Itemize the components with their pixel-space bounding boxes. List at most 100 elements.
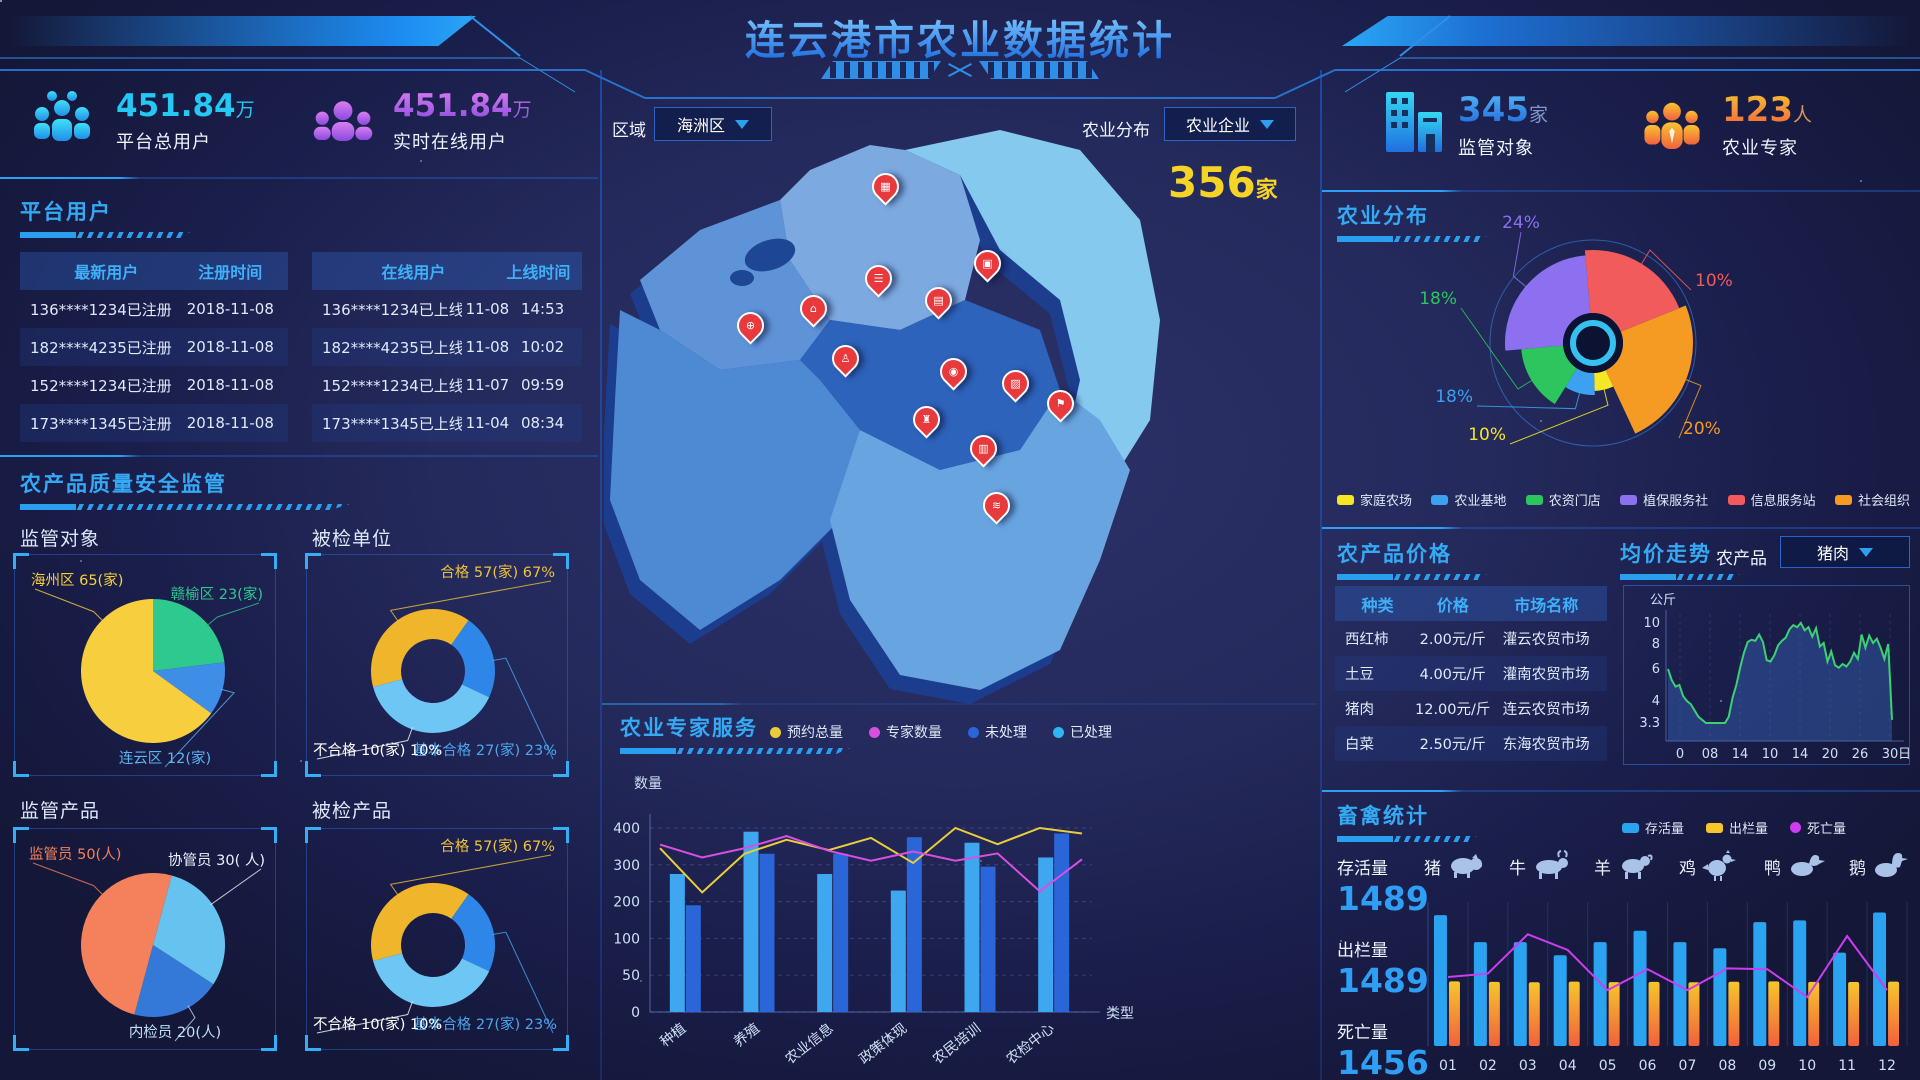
bar-未处理[interactable] — [980, 866, 996, 1012]
pie-slice-合格[interactable] — [371, 883, 469, 962]
svg-text:8: 8 — [1652, 637, 1660, 652]
legend-item-预约总量[interactable]: 预约总量 — [770, 722, 843, 742]
pie1-subtitle: 监管对象 — [20, 528, 101, 550]
livestock-bar-survive[interactable] — [1553, 955, 1567, 1046]
bar-已处理[interactable] — [1038, 857, 1054, 1012]
livestock-bar-out[interactable] — [1888, 981, 1900, 1046]
livestock-bar-out[interactable] — [1528, 982, 1540, 1046]
online-users-stat: 451.84万 实时在线用户 — [381, 88, 586, 172]
pie-slice-不合格[interactable] — [373, 953, 490, 1007]
livestock-bar-survive[interactable] — [1793, 920, 1807, 1046]
livestock-bar-survive[interactable] — [1753, 922, 1767, 1046]
legend-label: 死亡量 — [1807, 822, 1847, 837]
livestock-bar-survive[interactable] — [1633, 930, 1647, 1046]
dist-dropdown[interactable]: 农业企业 — [1164, 107, 1296, 141]
region-dropdown[interactable]: 海洲区 — [654, 107, 772, 141]
pie-slice-不合格[interactable] — [373, 679, 490, 733]
livestock-bar-survive[interactable] — [1433, 915, 1447, 1046]
legend-item-家庭农场[interactable]: 家庭农场 — [1337, 490, 1412, 509]
livestock-bar-survive[interactable] — [1673, 942, 1687, 1046]
livestock-bar-out[interactable] — [1768, 981, 1780, 1046]
svg-text:300: 300 — [613, 858, 640, 874]
online-table: 在线用户 上线时间 136****1234已上线 11-08 14:53 182****4… — [312, 252, 582, 442]
pie-slice-内检员[interactable] — [134, 945, 214, 1017]
legend-item-出栏量[interactable]: 出栏量 — [1706, 818, 1768, 837]
bar-未处理[interactable] — [685, 905, 701, 1012]
pie-slice-连云区[interactable] — [153, 662, 225, 714]
livestock-bar-survive[interactable] — [1473, 942, 1487, 1046]
livestock-bar-out[interactable] — [1848, 982, 1860, 1046]
livestock-bar-out[interactable] — [1608, 982, 1620, 1046]
bar-已处理[interactable] — [890, 890, 906, 1012]
bar-已处理[interactable] — [964, 842, 980, 1012]
map-pin-glyph: ♙ — [840, 352, 851, 365]
line-专家数量 — [659, 835, 1083, 893]
rose-slice-农业基地[interactable] — [1565, 368, 1595, 395]
pie-label: 监管员 50(人) — [29, 846, 121, 863]
bar-未处理[interactable] — [833, 853, 849, 1012]
livestock-stat-label: 死亡量 — [1337, 1023, 1388, 1043]
legend-item-农业基地[interactable]: 农业基地 — [1431, 490, 1506, 509]
bar-已处理[interactable] — [743, 831, 759, 1012]
distribution-title-decoration — [1337, 236, 1487, 242]
rose-slice-家庭农场[interactable] — [1594, 370, 1614, 391]
pie-slice-基本合格[interactable] — [451, 894, 495, 972]
livestock-bar-out[interactable] — [1488, 981, 1500, 1046]
legend-item-植保服务社[interactable]: 植保服务社 — [1620, 490, 1708, 509]
livestock-bar-out[interactable] — [1648, 981, 1660, 1046]
legend-swatch — [1620, 494, 1638, 505]
register-table-cell: 136****1234已注册 — [30, 300, 172, 319]
table-row: 182****4235已上线 11-08 10:02 — [312, 328, 582, 366]
register-table-cell: 2018-11-08 — [186, 300, 274, 318]
legend-swatch — [770, 726, 781, 738]
legend-item-死亡量[interactable]: 死亡量 — [1790, 818, 1846, 837]
table-row: 152****1234已注册 2018-11-08 — [20, 366, 288, 404]
map-pin-glyph: ♜ — [921, 413, 932, 426]
rose-slice-农资门店[interactable] — [1521, 345, 1578, 405]
livestock-bar-survive[interactable] — [1513, 942, 1527, 1046]
expert-service-section: 农业专家服务 — [620, 712, 850, 754]
pie-slice-基本合格[interactable] — [451, 620, 495, 698]
legend-item-社会组织[interactable]: 社会组织 — [1834, 490, 1910, 509]
rose-slice-信息服务站[interactable] — [1584, 250, 1680, 332]
pie-slice-海州区[interactable] — [80, 599, 212, 743]
online-table-header: 在线用户 上线时间 — [312, 252, 582, 290]
livestock-bar-out[interactable] — [1808, 981, 1820, 1046]
legend-item-农资门店[interactable]: 农资门店 — [1525, 490, 1601, 509]
livestock-bar-out[interactable] — [1728, 981, 1740, 1046]
legend-item-未处理[interactable]: 未处理 — [968, 722, 1027, 742]
livestock-bar-out[interactable] — [1568, 981, 1580, 1046]
bar-未处理[interactable] — [1054, 833, 1070, 1012]
legend-swatch — [1706, 822, 1724, 833]
supervise-count-label: 监管对象 — [1458, 138, 1534, 159]
bar-已处理[interactable] — [817, 874, 833, 1012]
livestock-bar-survive[interactable] — [1713, 948, 1727, 1046]
legend-item-专家数量[interactable]: 专家数量 — [869, 722, 942, 742]
product-dropdown[interactable]: 猪肉 — [1780, 536, 1910, 568]
pie-slice-协管员[interactable] — [153, 875, 225, 985]
bar-已处理[interactable] — [669, 874, 685, 1012]
bar-未处理[interactable] — [906, 837, 922, 1012]
svg-text:03: 03 — [1519, 1058, 1537, 1074]
rose-slice-社会组织[interactable] — [1605, 305, 1693, 434]
bar-未处理[interactable] — [759, 853, 775, 1012]
livestock-bar-out[interactable] — [1688, 982, 1700, 1046]
region-label: 区域 — [612, 121, 646, 141]
livestock-bar-out[interactable] — [1448, 981, 1460, 1046]
pie-slice-赣榆区[interactable] — [153, 599, 225, 671]
rose-slice-植保服务社[interactable] — [1505, 255, 1591, 351]
svg-text:200: 200 — [613, 895, 640, 911]
legend-item-存活量[interactable]: 存活量 — [1622, 818, 1684, 837]
pie-slice-监管员[interactable] — [80, 873, 172, 1015]
map-pin-glyph: ▤ — [933, 294, 944, 307]
legend-swatch — [1834, 494, 1852, 505]
livestock-bar-survive[interactable] — [1593, 942, 1607, 1046]
livestock-bar-survive[interactable] — [1833, 952, 1847, 1046]
legend-item-已处理[interactable]: 已处理 — [1053, 722, 1112, 742]
trend-section-header: 均价走势 — [1620, 538, 1740, 580]
pie-slice-合格[interactable] — [371, 609, 469, 688]
animal-鹅: 鹅 — [1849, 850, 1910, 882]
map-pin-glyph: ▨ — [1010, 377, 1021, 390]
quality-section: 农产品质量安全监管 — [20, 468, 350, 510]
legend-item-信息服务站[interactable]: 信息服务站 — [1727, 490, 1816, 509]
